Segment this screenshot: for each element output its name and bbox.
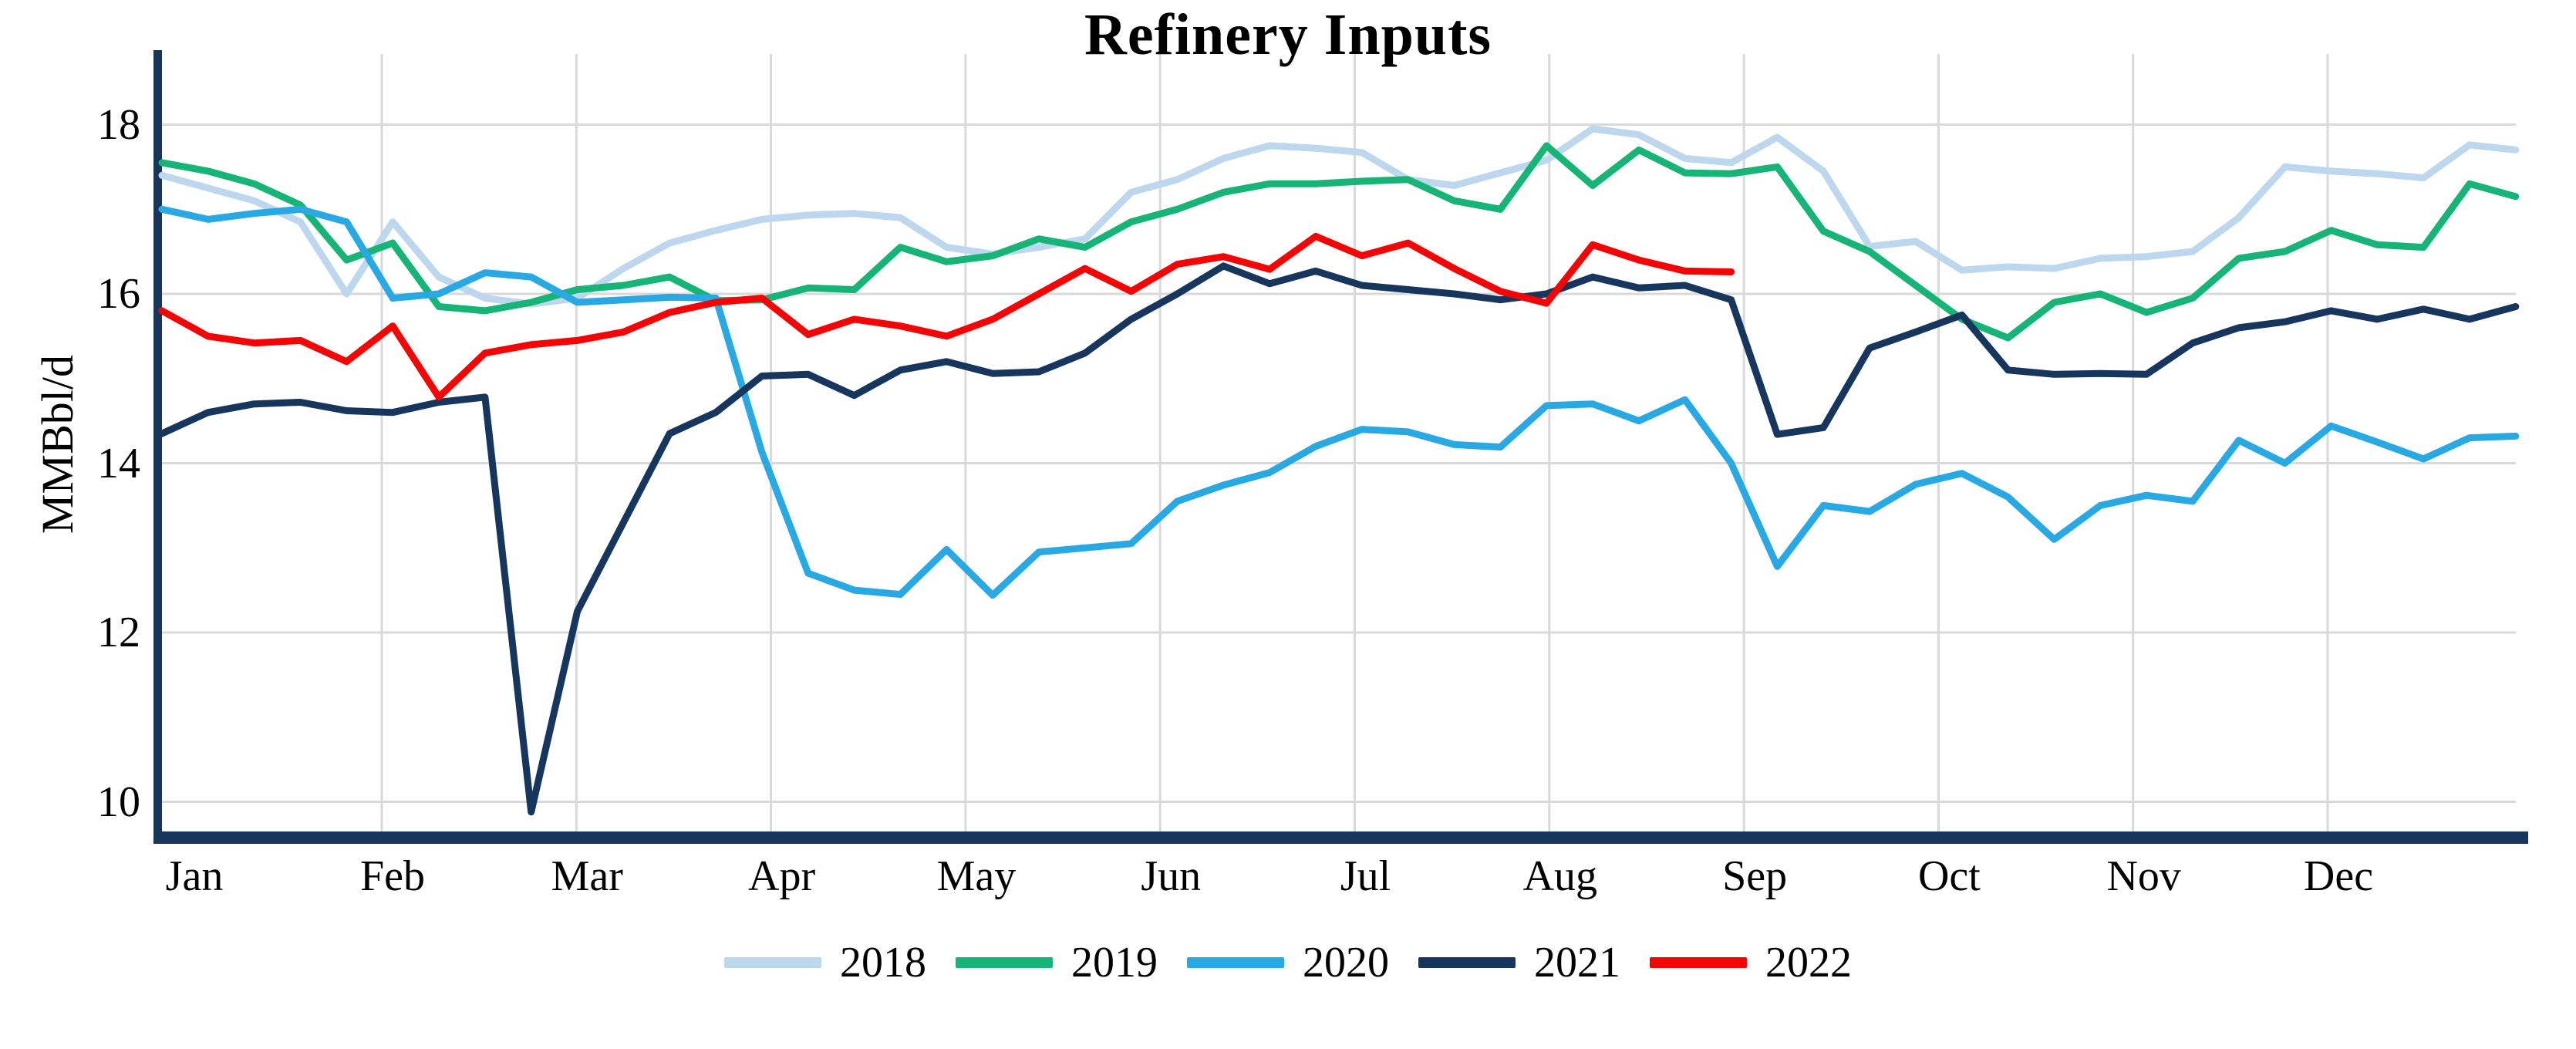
x-tick-label-oct: Oct bbox=[1917, 852, 1981, 900]
x-tick-label-sep: Sep bbox=[1722, 852, 1788, 900]
legend-item-2022: 2022 bbox=[1650, 939, 1852, 986]
x-tick-label-jul: Jul bbox=[1340, 852, 1391, 900]
y-tick-label-16: 16 bbox=[97, 270, 140, 318]
x-tick-label-nov: Nov bbox=[2106, 852, 2181, 900]
legend-label-2018: 2018 bbox=[840, 939, 926, 987]
y-tick-label-14: 14 bbox=[97, 439, 140, 487]
legend-swatch-2022 bbox=[1650, 957, 1747, 968]
legend-item-2020: 2020 bbox=[1187, 939, 1389, 986]
legend-label-2022: 2022 bbox=[1765, 939, 1852, 987]
legend-swatch-2018 bbox=[724, 957, 821, 968]
y-axis-spine bbox=[153, 50, 162, 838]
series-line-2021 bbox=[158, 262, 2520, 816]
legend-swatch-2019 bbox=[956, 957, 1053, 968]
y-tick-label-18: 18 bbox=[97, 100, 140, 149]
x-tick-label-may: May bbox=[936, 852, 1017, 900]
x-tick-label-jun: Jun bbox=[1141, 852, 1202, 900]
series-line-2022 bbox=[158, 232, 1735, 401]
series-line-2020 bbox=[158, 205, 2520, 599]
legend-item-2019: 2019 bbox=[956, 939, 1158, 986]
legend-label-2019: 2019 bbox=[1071, 939, 1158, 987]
chart-title: Refinery Inputs bbox=[1084, 2, 1492, 67]
x-tick-label-jan: Jan bbox=[165, 852, 224, 900]
series-line-2019 bbox=[158, 142, 2520, 342]
x-tick-label-dec: Dec bbox=[2303, 852, 2374, 900]
legend: 2018 2019 2020 2021 2022 bbox=[73, 939, 2503, 986]
legend-item-2021: 2021 bbox=[1418, 939, 1620, 986]
x-axis-spine bbox=[153, 831, 2528, 844]
x-tick-label-mar: Mar bbox=[551, 852, 623, 900]
legend-item-2018: 2018 bbox=[724, 939, 926, 986]
legend-swatch-2021 bbox=[1418, 957, 1516, 968]
legend-swatch-2020 bbox=[1187, 957, 1284, 968]
legend-label-2020: 2020 bbox=[1303, 939, 1389, 987]
legend-label-2021: 2021 bbox=[1534, 939, 1620, 987]
x-tick-label-apr: Apr bbox=[748, 852, 816, 900]
y-tick-label-12: 12 bbox=[97, 609, 140, 656]
series-line-2018 bbox=[158, 125, 2520, 308]
y-tick-label-10: 10 bbox=[97, 777, 140, 826]
x-tick-label-feb: Feb bbox=[360, 852, 425, 900]
x-tick-label-aug: Aug bbox=[1522, 852, 1598, 900]
